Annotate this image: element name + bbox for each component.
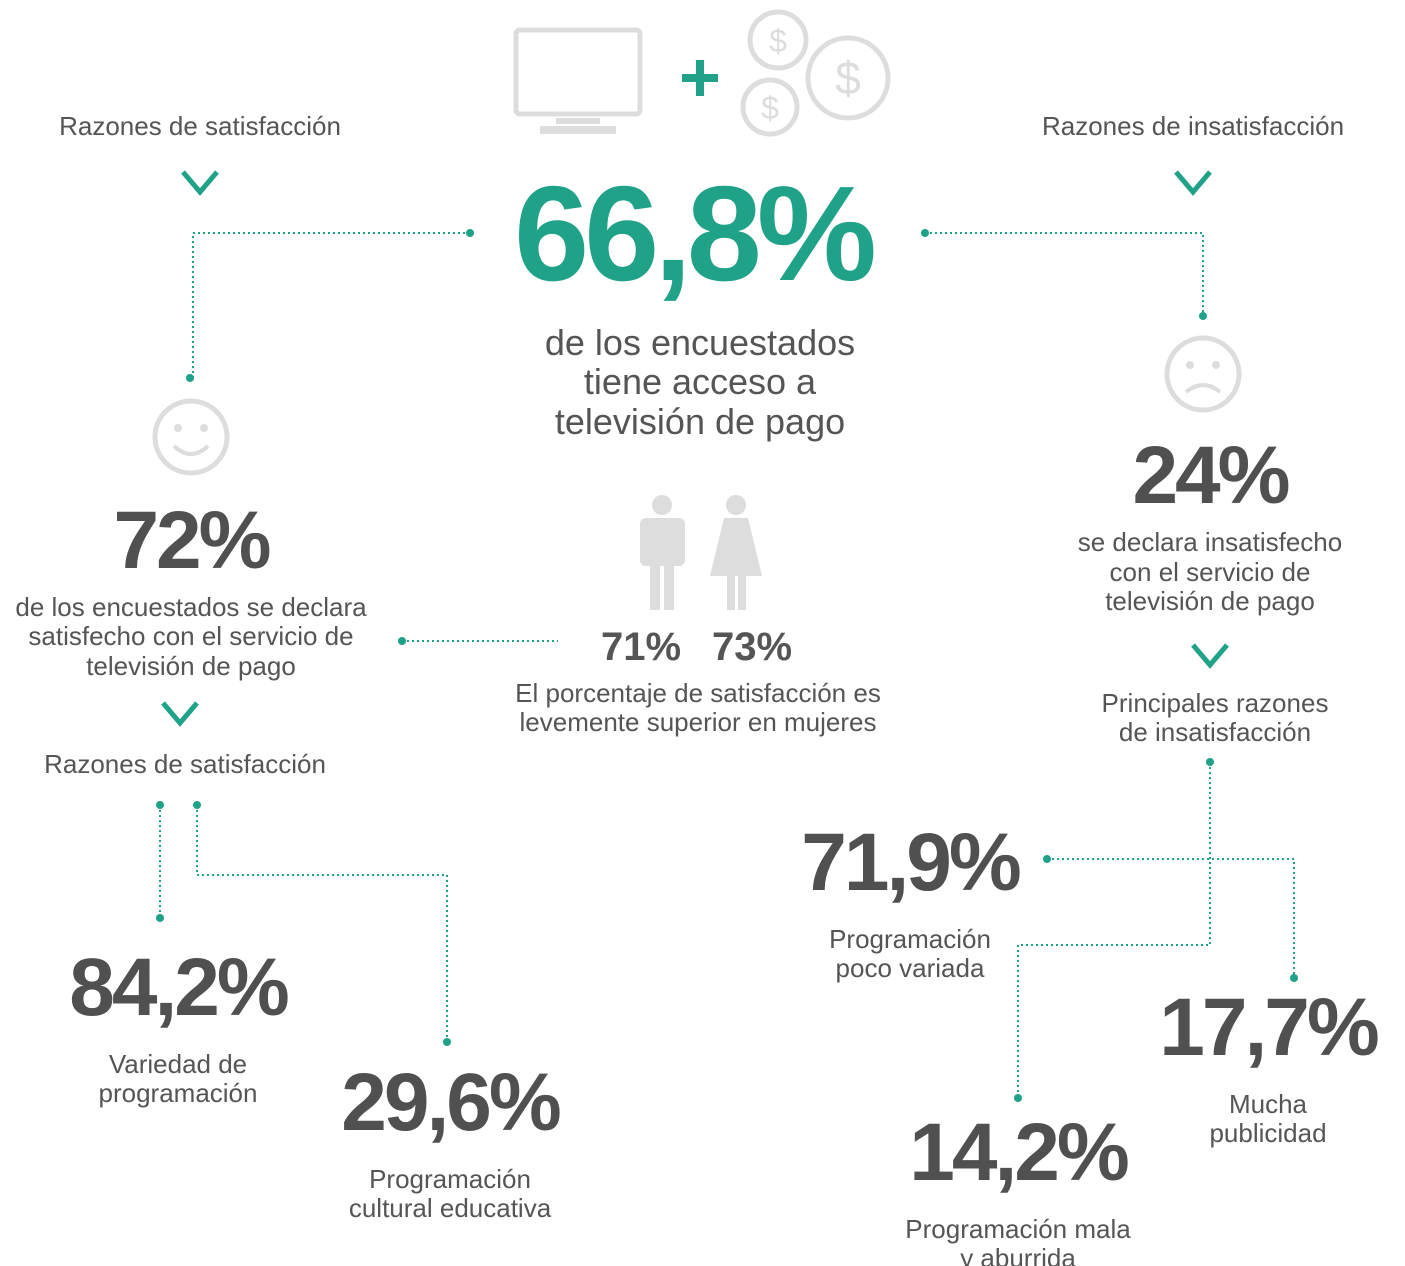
reason-label: Mucha xyxy=(1229,1089,1308,1119)
reason-value: 14,2% xyxy=(909,1107,1128,1198)
satisfied-text: de los encuestados se declara satisfecho … xyxy=(15,592,367,681)
left-header: Razones de satisfacción xyxy=(59,111,341,141)
reason-label: publicidad xyxy=(1209,1118,1326,1148)
reason-value: 17,7% xyxy=(1159,982,1378,1073)
dissatisfied-text: se declara insatisfecho con el servicio d… xyxy=(1078,527,1342,616)
svg-text:$: $ xyxy=(835,52,861,104)
reason-label: Programación xyxy=(829,924,991,954)
reason-label: y aburrida xyxy=(960,1243,1076,1266)
reason-label: Variedad de xyxy=(109,1049,247,1079)
reason-value: 71,9% xyxy=(801,817,1020,908)
reason-value: 29,6% xyxy=(341,1057,560,1148)
reason-label: programación xyxy=(99,1078,258,1108)
svg-text:$: $ xyxy=(769,23,787,59)
gender-text: El porcentaje de satisfacción es levement… xyxy=(515,678,881,737)
icons: $ $ $ xyxy=(152,9,1242,727)
headline-value: 66,8% xyxy=(514,158,874,309)
svg-text:$: $ xyxy=(761,90,779,126)
women-value: 73% xyxy=(712,625,792,669)
satisfied-reasons-title: Razones de satisfacción xyxy=(44,749,326,779)
connectors xyxy=(156,229,1298,1102)
reason-value: 84,2% xyxy=(69,942,288,1033)
dissatisfied-value: 24% xyxy=(1132,430,1288,521)
reason-label: Programación mala xyxy=(905,1214,1131,1244)
satisfied-value: 72% xyxy=(113,495,269,586)
reason-label: poco variada xyxy=(836,953,985,983)
reason-label: Programación xyxy=(369,1164,531,1194)
headline-text: de los encuestados tiene acceso a televisi… xyxy=(545,322,855,442)
right-header: Razones de insatisfacción xyxy=(1042,111,1344,141)
reason-label: cultural educativa xyxy=(349,1193,552,1223)
men-value: 71% xyxy=(601,625,681,669)
dissatisfied-reasons-title: Principales razones de insatisfacción xyxy=(1102,688,1329,747)
